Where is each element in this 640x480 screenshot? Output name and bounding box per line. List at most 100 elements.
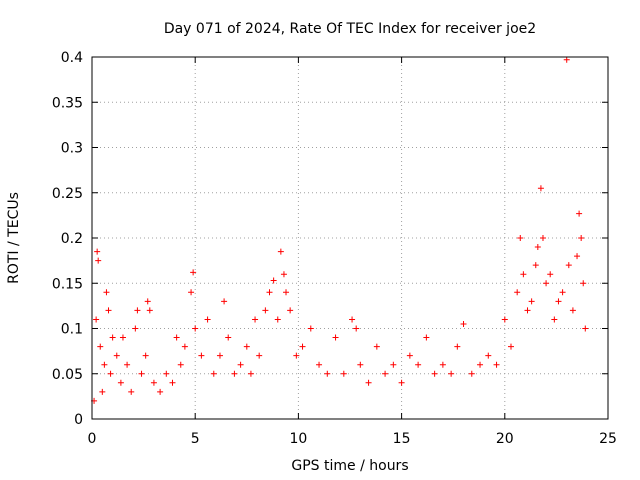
- data-point: [551, 316, 558, 323]
- data-point: [190, 269, 197, 276]
- data-point: [142, 352, 149, 359]
- data-point: [97, 343, 104, 350]
- data-point: [565, 262, 572, 269]
- y-axis-label: ROTI / TECUs: [6, 192, 22, 284]
- data-point: [448, 370, 455, 377]
- data-point: [252, 316, 259, 323]
- data-point: [365, 379, 372, 386]
- data-point: [107, 370, 114, 377]
- y-tick-label: 0.35: [52, 95, 83, 111]
- data-point: [119, 334, 126, 341]
- data-point: [103, 289, 110, 296]
- data-point: [415, 361, 422, 368]
- data-point: [501, 316, 508, 323]
- data-point: [266, 289, 273, 296]
- y-tick-label: 0: [74, 412, 83, 428]
- data-point: [270, 277, 277, 284]
- data-point: [210, 370, 217, 377]
- data-point: [468, 370, 475, 377]
- data-point: [537, 185, 544, 192]
- data-point: [349, 316, 356, 323]
- data-point: [357, 361, 364, 368]
- data-point: [431, 370, 438, 377]
- data-point: [134, 307, 141, 314]
- data-point: [576, 210, 583, 217]
- data-point: [204, 316, 211, 323]
- data-point: [132, 325, 139, 332]
- data-point: [177, 361, 184, 368]
- data-point: [216, 352, 223, 359]
- data-point: [555, 298, 562, 305]
- data-point: [373, 343, 380, 350]
- data-point: [485, 352, 492, 359]
- data-point: [192, 325, 199, 332]
- data-point: [225, 334, 232, 341]
- data-point: [582, 325, 589, 332]
- data-point: [340, 370, 347, 377]
- data-point: [390, 361, 397, 368]
- y-tick-label: 0.3: [61, 141, 83, 157]
- data-point: [280, 271, 287, 278]
- data-point: [221, 298, 228, 305]
- data-point: [439, 361, 446, 368]
- data-point: [150, 379, 157, 386]
- data-point: [406, 352, 413, 359]
- data-point: [569, 307, 576, 314]
- x-tick-label: 0: [88, 431, 97, 447]
- plot-frame: [91, 56, 609, 420]
- y-tick-label: 0.2: [61, 231, 83, 247]
- data-point: [157, 388, 164, 395]
- data-point: [198, 352, 205, 359]
- data-point: [382, 370, 389, 377]
- data-point: [113, 352, 120, 359]
- data-point: [247, 370, 254, 377]
- data-point: [283, 289, 290, 296]
- x-axis-label: GPS time / hours: [291, 458, 408, 474]
- data-point: [144, 298, 151, 305]
- data-point: [520, 271, 527, 278]
- data-point: [94, 248, 101, 255]
- axis-ticks: 0 5 10 15 20 25 0 0.05 0.1 0.15 0.2 0.25 0.3 0.35 0.4: [52, 50, 617, 447]
- data-point: [454, 343, 461, 350]
- data-point: [101, 361, 108, 368]
- data-point: [580, 280, 587, 287]
- data-point: [262, 307, 269, 314]
- data-point: [128, 388, 135, 395]
- y-tick-label: 0.15: [52, 276, 83, 292]
- data-point: [117, 379, 124, 386]
- x-tick-label: 15: [393, 431, 411, 447]
- data-point: [547, 271, 554, 278]
- data-point: [517, 235, 524, 241]
- x-tick-label: 5: [191, 431, 200, 447]
- data-point: [534, 244, 541, 251]
- data-point: [99, 388, 106, 395]
- data-point: [181, 343, 188, 350]
- data-point: [514, 289, 521, 296]
- data-point: [460, 320, 467, 327]
- data-point: [559, 289, 566, 296]
- data-points: [91, 56, 589, 404]
- data-point: [188, 289, 195, 296]
- data-point: [493, 361, 500, 368]
- data-point: [124, 361, 131, 368]
- data-point: [287, 307, 294, 314]
- data-point: [95, 257, 102, 264]
- data-point: [293, 352, 300, 359]
- grid-lines: [92, 57, 608, 419]
- data-point: [528, 298, 535, 305]
- data-point: [299, 343, 306, 350]
- data-point: [563, 56, 570, 63]
- data-point: [524, 307, 531, 314]
- data-point: [256, 352, 263, 359]
- data-point: [423, 334, 430, 341]
- data-point: [307, 325, 314, 332]
- data-point: [578, 235, 585, 241]
- data-point: [138, 370, 145, 377]
- y-tick-label: 0.25: [52, 186, 83, 202]
- data-point: [574, 253, 581, 260]
- y-tick-label: 0.1: [61, 322, 83, 338]
- data-point: [173, 334, 180, 341]
- data-point: [243, 343, 250, 350]
- data-point: [274, 316, 281, 323]
